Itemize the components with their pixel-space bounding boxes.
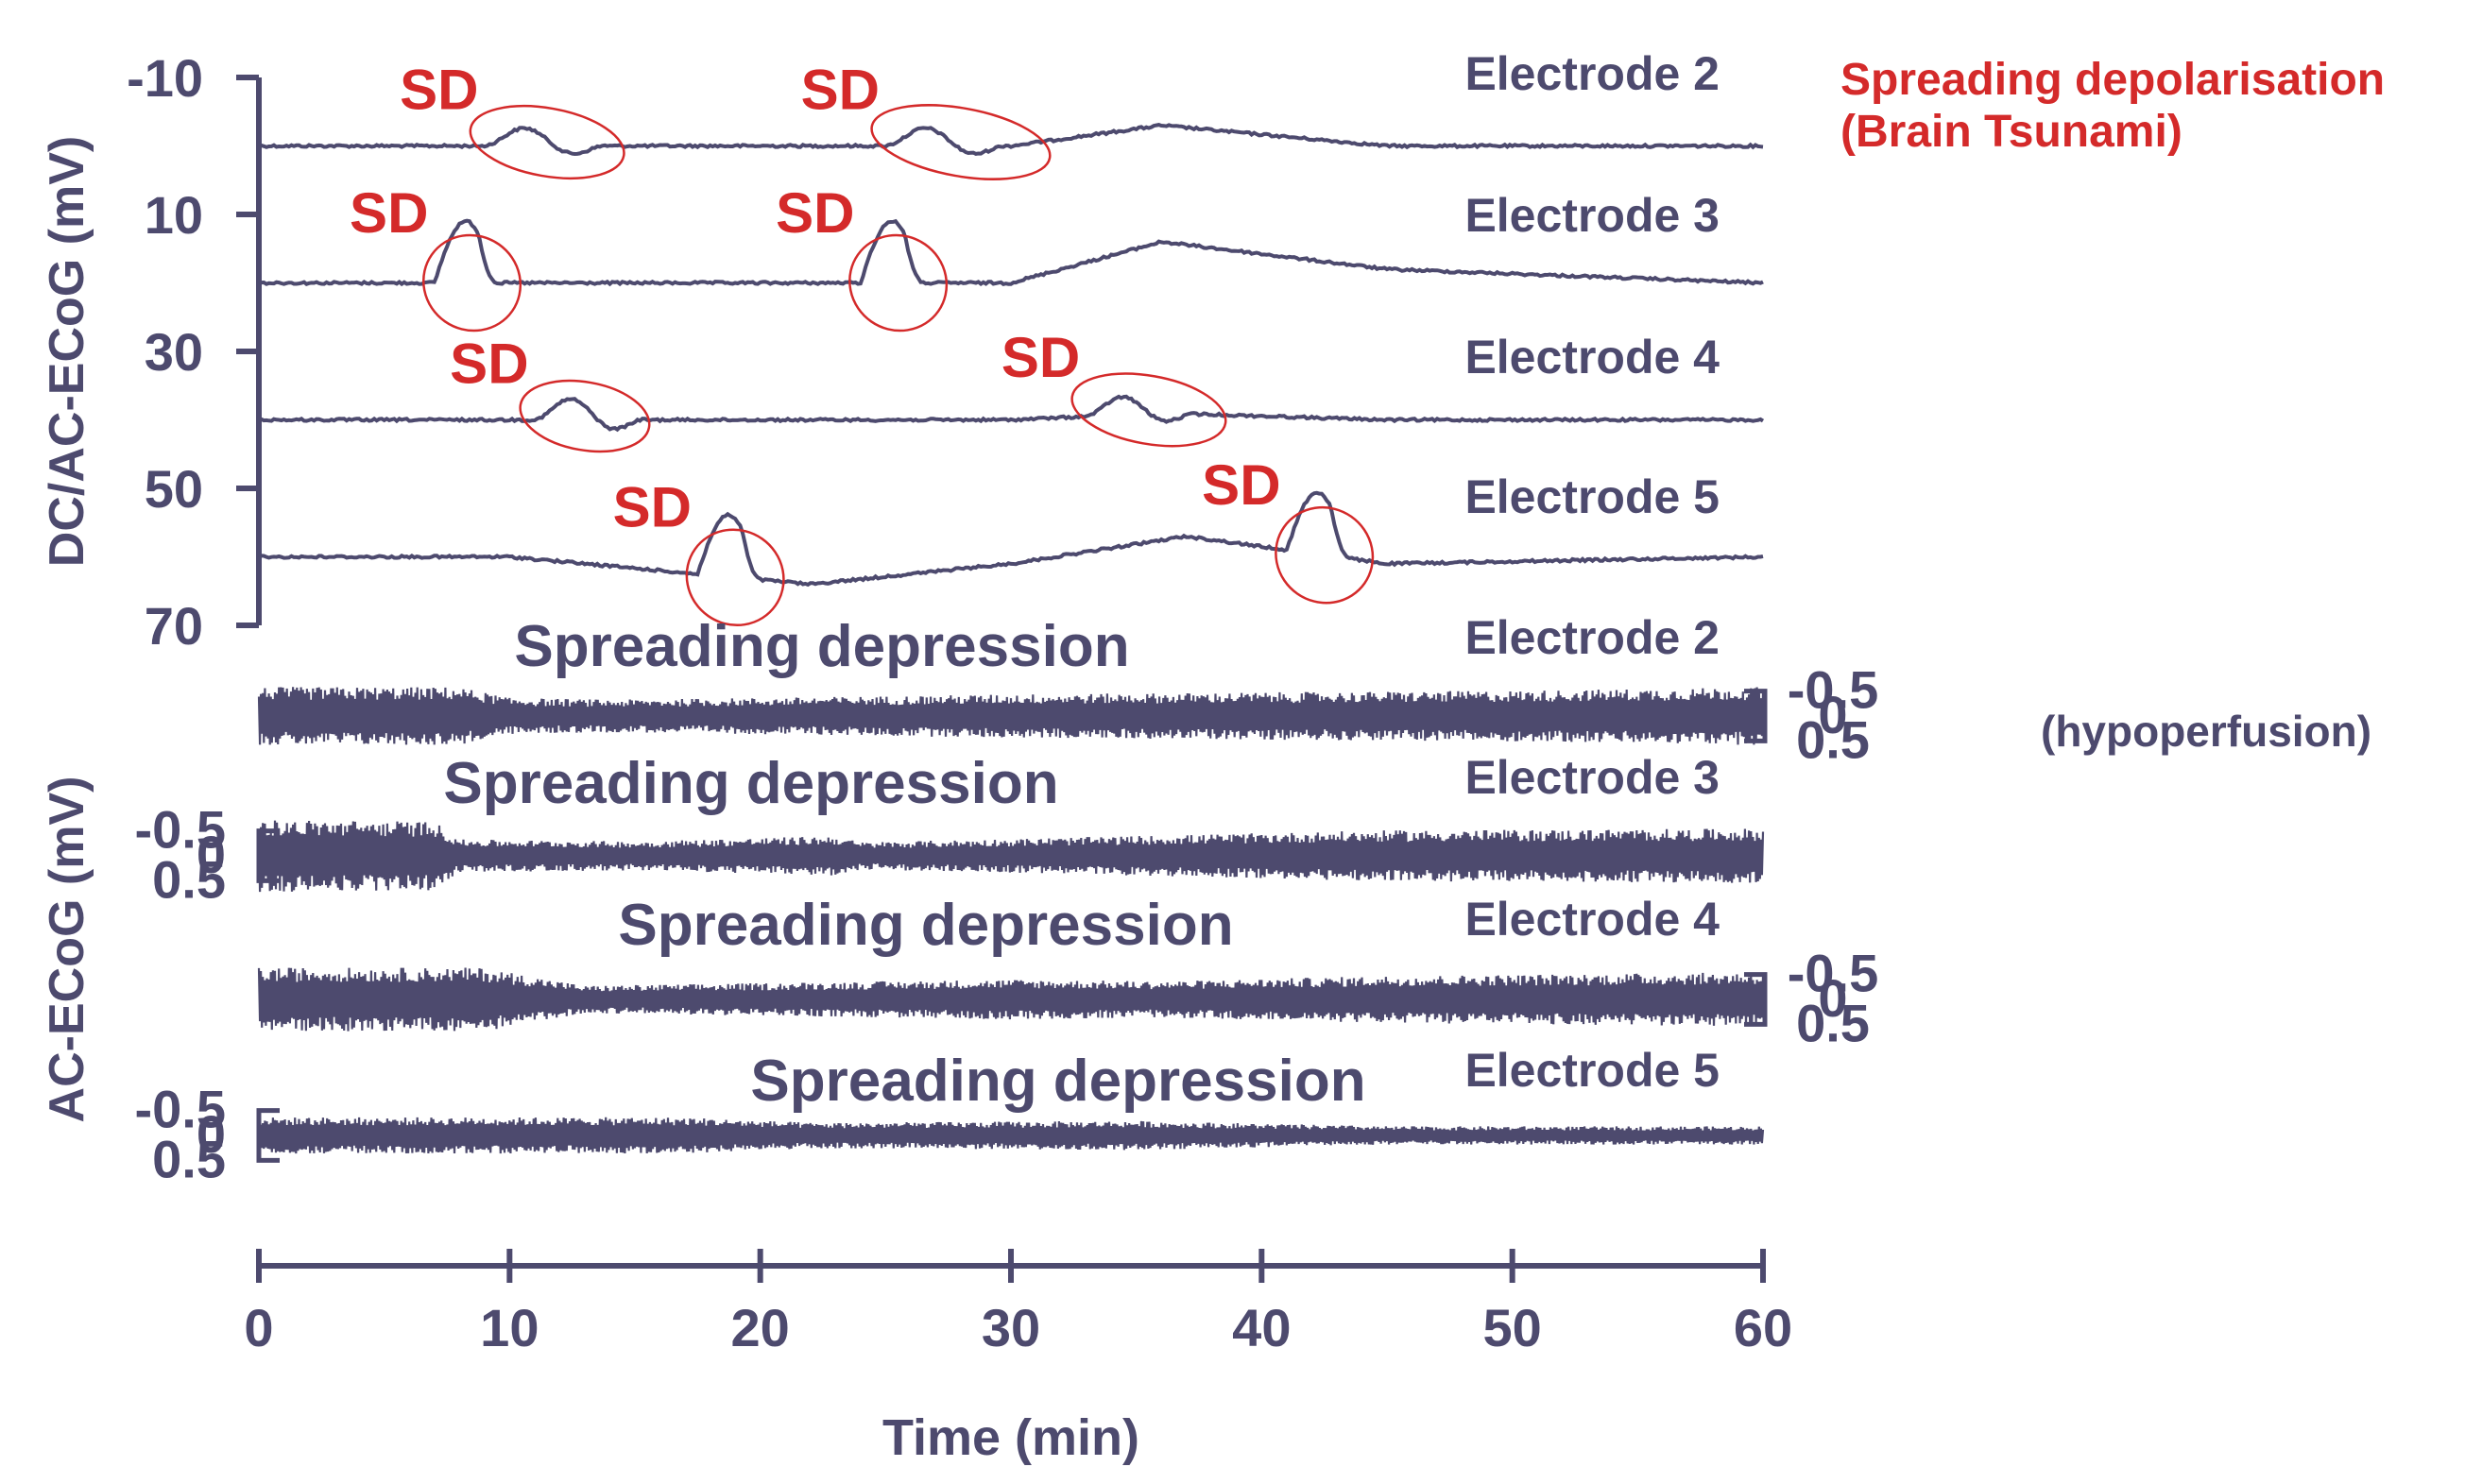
ac-scale-electrode-4-label: 0 (1818, 968, 1847, 1028)
sd-label: SD (801, 59, 880, 122)
ac-scale-electrode-3-label: -0.5 (135, 800, 227, 860)
dc-y-tick-label: 70 (145, 596, 203, 656)
spreading-depression-label: Spreading depression (618, 893, 1233, 958)
ac-trace-electrode-4 (257, 967, 1765, 1032)
ac-scale-electrode-4-label: -0.5 (1788, 944, 1879, 1003)
sd-label: SD (400, 59, 478, 122)
dc-electrode-label: Electrode 5 (1464, 470, 1720, 523)
sd-event-circle (685, 528, 785, 627)
dc-y-tick-label: -10 (127, 48, 203, 108)
spreading-depression-label: Spreading depression (443, 751, 1058, 816)
ac-scale-electrode-2-label: 0.5 (1796, 709, 1870, 769)
dc-trace-electrode-4 (257, 394, 1765, 433)
dc-y-tick-label: 50 (145, 459, 203, 519)
sd-label: SD (1202, 453, 1280, 517)
ac-trace-electrode-2 (257, 687, 1765, 745)
ac-scale-electrode-3-label: 0 (197, 825, 226, 884)
ac-electrode-label: Electrode 4 (1464, 893, 1720, 946)
x-tick-label: 20 (731, 1298, 790, 1357)
ac-scale-electrode-2-label: 0 (1818, 685, 1847, 744)
ac-scale-electrode-3-label: 0.5 (152, 849, 226, 909)
dc-electrode-label: Electrode 4 (1464, 331, 1720, 384)
ac-trace-electrode-5 (257, 1117, 1765, 1154)
dc-trace-electrode-3 (258, 218, 1764, 287)
sd-event-circle (469, 105, 625, 179)
hypoperfusion-note: (hypoperfusion) (2041, 707, 2371, 756)
sd-label: SD (613, 476, 692, 539)
legend-title: Spreading depolarisation (1840, 55, 2385, 105)
dc-trace-electrode-5 (257, 490, 1764, 588)
x-tick-label: 60 (1734, 1298, 1792, 1357)
sd-label: SD (1001, 326, 1080, 389)
legend-subtitle: (Brain Tsunami) (1840, 107, 2182, 157)
spreading-depression-label: Spreading depression (514, 614, 1129, 679)
spreading-depression-label: Spreading depression (750, 1049, 1365, 1114)
sd-label: SD (450, 333, 528, 396)
x-tick-label: 30 (982, 1298, 1040, 1357)
ac-y-axis-label: AC-ECoG (mV) (40, 776, 94, 1123)
traces-layer (257, 123, 1765, 1154)
ac-electrode-label: Electrode 3 (1464, 751, 1720, 804)
x-tick-label: 50 (1483, 1298, 1542, 1357)
annotations-layer (421, 104, 1375, 627)
sd-event-circle (1070, 372, 1227, 448)
dc-y-axis-label: DC/AC-ECoG (mV) (40, 136, 94, 567)
sd-event-circle (870, 104, 1052, 180)
ac-scale-electrode-4-label: 0.5 (1796, 993, 1870, 1052)
x-axis-label: Time (min) (882, 1409, 1139, 1466)
sd-label: SD (776, 181, 854, 245)
ac-electrode-label: Electrode 2 (1464, 611, 1720, 664)
sd-event-circle (1275, 505, 1375, 605)
dc-electrode-label: Electrode 3 (1464, 189, 1720, 242)
sd-event-circle (519, 379, 651, 453)
x-tick-label: 0 (244, 1298, 273, 1357)
ac-scale-electrode-5-label: 0.5 (152, 1129, 226, 1188)
x-tick-label: 40 (1232, 1298, 1291, 1357)
sd-label: SD (350, 181, 428, 245)
text-layer: -10 10 30 50 70 DC/AC-ECoG (mV) Electrode 2 SD S… (40, 47, 2385, 1466)
sd-event-circle (421, 233, 522, 333)
sd-event-circle (848, 233, 949, 333)
dc-y-tick-label: 30 (145, 322, 203, 382)
ac-scale-electrode-2-label: -0.5 (1788, 660, 1879, 720)
x-tick-label: 10 (480, 1298, 539, 1357)
dc-trace-electrode-2 (258, 123, 1764, 157)
ac-scale-electrode-5-label: 0 (197, 1104, 226, 1164)
ac-electrode-label: Electrode 5 (1464, 1044, 1720, 1097)
dc-electrode-label: Electrode 2 (1464, 47, 1720, 100)
dc-y-tick-label: 10 (145, 185, 203, 245)
ac-scale-electrode-5-label: -0.5 (135, 1080, 227, 1139)
ac-trace-electrode-3 (257, 820, 1765, 893)
